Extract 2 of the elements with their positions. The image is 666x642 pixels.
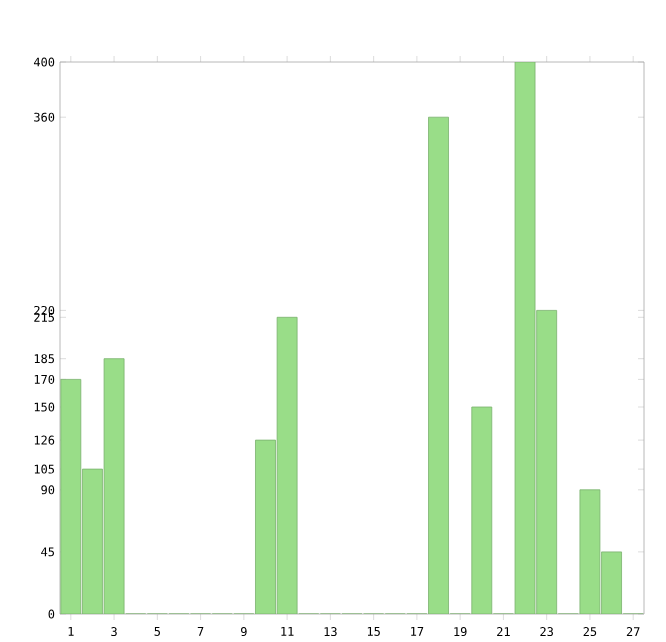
bar [428,117,449,614]
bar [471,407,492,614]
